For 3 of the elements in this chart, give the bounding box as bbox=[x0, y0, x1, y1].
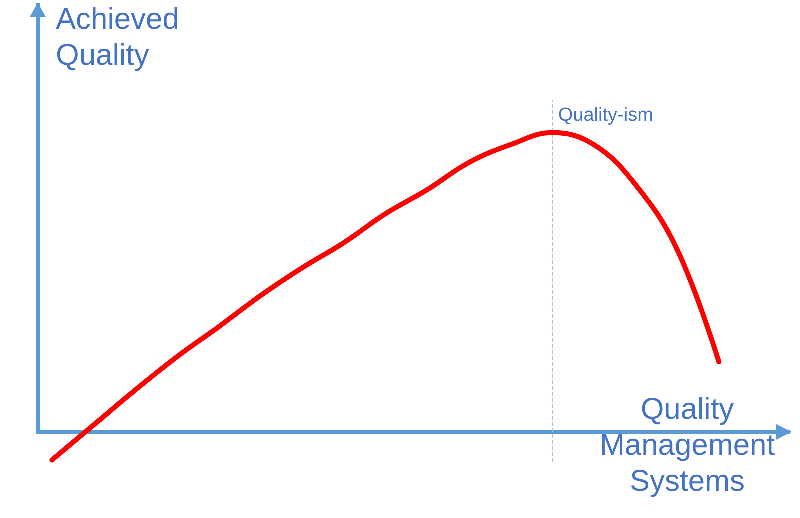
x-axis-title: Quality Management Systems bbox=[598, 392, 776, 500]
text: Quality-ism bbox=[558, 105, 654, 126]
y-axis-title: Achieved Quality bbox=[56, 2, 180, 74]
